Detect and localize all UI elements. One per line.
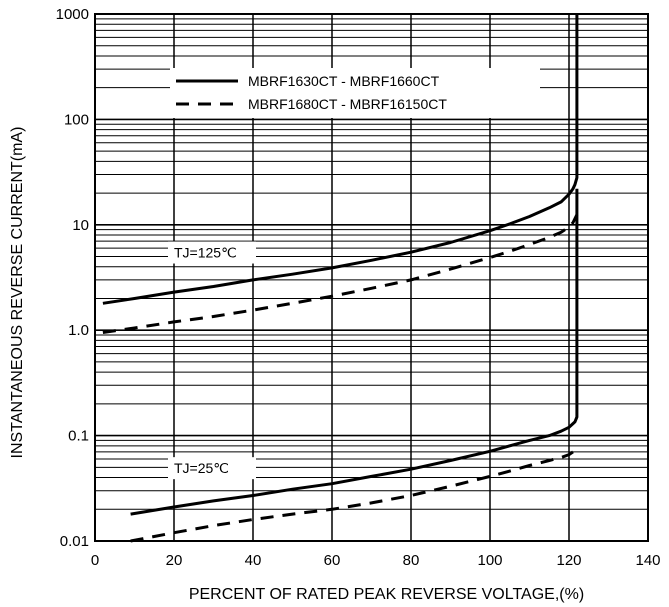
x-tick-label: 60 <box>324 552 341 569</box>
y-tick-label: 0.1 <box>68 428 89 445</box>
legend: MBRF1630CT - MBRF1660CT MBRF1680CT - MBRF… <box>170 68 540 118</box>
annotation-label: TJ=25℃ <box>174 460 229 476</box>
y-tick-label: 0.01 <box>60 533 89 550</box>
annotations: TJ=125℃ TJ=25℃ <box>168 241 256 480</box>
series-line-dashed <box>102 213 579 334</box>
series-line-solid <box>130 188 579 516</box>
y-axis-title: INSTANTANEOUS REVERSE CURRENT(mA) <box>9 127 26 459</box>
annotation-background <box>168 457 256 480</box>
y-tick-label: 100 <box>64 111 89 128</box>
x-tick-label: 0 <box>91 552 99 569</box>
annotation-label: TJ=125℃ <box>174 245 237 261</box>
y-tick-label: 10 <box>72 217 89 234</box>
x-tick-label: 80 <box>403 552 420 569</box>
grid-lines <box>95 14 648 541</box>
annotation-background <box>168 241 256 264</box>
tick-labels: 0 20 40 60 80 100 120 140 0.01 0.1 1.0 10 100 1000 <box>56 6 661 569</box>
x-tick-label: 40 <box>245 552 262 569</box>
legend-box <box>170 68 540 118</box>
y-tick-label: 1000 <box>56 6 89 23</box>
legend-label: MBRF1680CT - MBRF16150CT <box>248 96 447 112</box>
x-tick-label: 100 <box>477 552 502 569</box>
x-tick-label: 20 <box>166 552 183 569</box>
legend-label: MBRF1630CT - MBRF1660CT <box>248 73 440 89</box>
x-axis-title: PERCENT OF RATED PEAK REVERSE VOLTAGE,(%… <box>189 586 584 603</box>
x-tick-label: 140 <box>635 552 660 569</box>
y-tick-label: 1.0 <box>68 322 89 339</box>
x-tick-label: 120 <box>556 552 581 569</box>
data-curves <box>102 14 579 543</box>
plot-area-frame <box>94 13 649 542</box>
series-line-solid <box>102 14 579 305</box>
